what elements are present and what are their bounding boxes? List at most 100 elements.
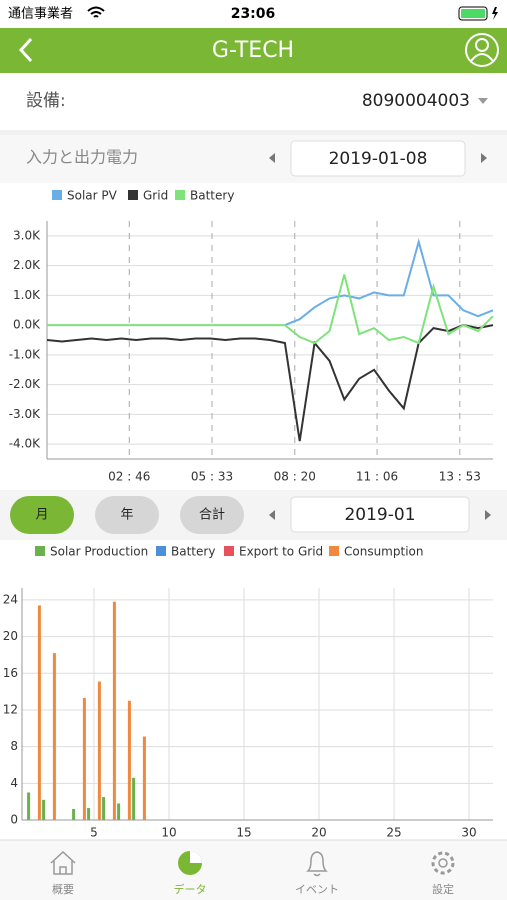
bar [97, 681, 101, 820]
y-tick-label: -1.0K [9, 347, 41, 361]
separator [0, 130, 507, 135]
y-tick-label: 2.0K [13, 258, 41, 272]
legend-label: Battery [171, 545, 215, 559]
x-tick-label: 05 : 33 [191, 470, 233, 484]
y-tick-label: -3.0K [9, 407, 41, 421]
legend-swatch [128, 190, 138, 200]
profile-head [475, 38, 489, 52]
tab[interactable]: 概要 [50, 850, 76, 896]
device-select[interactable]: 8090004003 [362, 91, 470, 111]
period-button[interactable] [180, 496, 244, 534]
legend-swatch [156, 546, 166, 556]
bar [42, 799, 46, 820]
series-line [47, 274, 494, 345]
y-tick-label: 0.0K [13, 318, 41, 332]
next-day[interactable] [481, 153, 487, 163]
x-tick-label: 20 [311, 826, 326, 840]
next-month[interactable] [485, 510, 491, 520]
legend-label: Export to Grid [239, 545, 323, 559]
month-box[interactable] [290, 496, 470, 533]
dropdown-arrow[interactable] [478, 98, 488, 104]
logo: G-TECH [212, 38, 294, 63]
battery-level [461, 9, 485, 18]
legend-swatch [329, 546, 339, 556]
app-header [0, 28, 507, 73]
tab[interactable]: 設定 [431, 851, 455, 896]
profile-button[interactable] [465, 33, 499, 67]
series-line [284, 238, 494, 327]
bar [37, 605, 41, 820]
y-tick-label: 0 [10, 813, 18, 827]
bar [142, 736, 146, 820]
y-tick-label: -4.0K [9, 437, 41, 451]
x-tick-label: 10 [161, 826, 176, 840]
home-icon [50, 850, 76, 875]
chart-icon-slice [190, 851, 202, 863]
y-tick-label: 1.0K [13, 288, 41, 302]
y-tick-label: 3.0K [13, 228, 41, 242]
back-button[interactable] [18, 37, 33, 63]
bar [82, 698, 86, 820]
carrier: 通信事業者 [8, 6, 73, 22]
gear-icon [431, 851, 455, 875]
y-tick-label: 4 [10, 776, 18, 790]
profile-body [470, 53, 494, 62]
tab-label: 概要 [52, 883, 74, 896]
legend-label: Solar Production [50, 545, 148, 559]
legend-label: Consumption [344, 545, 423, 559]
period-button[interactable] [10, 496, 74, 534]
period-button[interactable] [95, 496, 159, 534]
status-bar [0, 0, 507, 28]
period-label: 合計 [199, 507, 225, 523]
legend-swatch [35, 546, 45, 556]
y-tick-label: 12 [3, 702, 18, 716]
bar [87, 808, 91, 820]
x-tick-label: 15 [236, 826, 251, 840]
bar [102, 797, 106, 820]
section-title: 入力と出力電力 [26, 148, 138, 167]
bar [72, 808, 76, 820]
clock: 23:06 [231, 6, 276, 22]
device-label: 設備: [26, 91, 66, 111]
x-tick-label: 5 [90, 826, 98, 840]
y-tick-label: 16 [3, 666, 18, 680]
legend-swatch [52, 190, 62, 200]
tab-bar [0, 840, 507, 900]
bar [52, 653, 56, 820]
x-tick-label: 25 [386, 826, 401, 840]
x-tick-label: 08 : 20 [274, 470, 316, 484]
legend-label: Battery [190, 189, 234, 203]
bar [127, 700, 131, 820]
y-tick-label: -2.0K [9, 377, 41, 391]
date-box[interactable] [290, 140, 466, 177]
prev-day[interactable] [269, 153, 275, 163]
period-label: 年 [120, 508, 133, 523]
bar [112, 601, 116, 820]
month-date: 2019-01 [344, 505, 415, 525]
wifi-icon [87, 6, 105, 18]
profile-ring [465, 33, 499, 67]
tab[interactable]: データ [174, 851, 207, 896]
gear-hub [438, 858, 448, 868]
x-tick-label: 11 : 06 [356, 470, 398, 484]
bell-icon [306, 851, 328, 877]
bar [27, 792, 31, 820]
tab-label: データ [174, 882, 207, 896]
charging-icon [492, 7, 498, 20]
battery-icon [458, 6, 488, 21]
prev-month[interactable] [269, 510, 275, 520]
y-tick-label: 20 [3, 629, 18, 643]
chart-panel [0, 183, 507, 490]
date: 2019-01-08 [329, 149, 428, 169]
bar [132, 777, 136, 820]
bar [117, 803, 121, 820]
legend-label: Grid [143, 189, 168, 203]
y-tick-label: 24 [3, 592, 18, 606]
legend-label: Solar PV [67, 189, 118, 203]
tab-label: 設定 [432, 882, 454, 896]
x-tick-label: 02 : 46 [108, 470, 150, 484]
period-label: 月 [35, 508, 48, 523]
tab[interactable]: イベント [295, 851, 339, 896]
